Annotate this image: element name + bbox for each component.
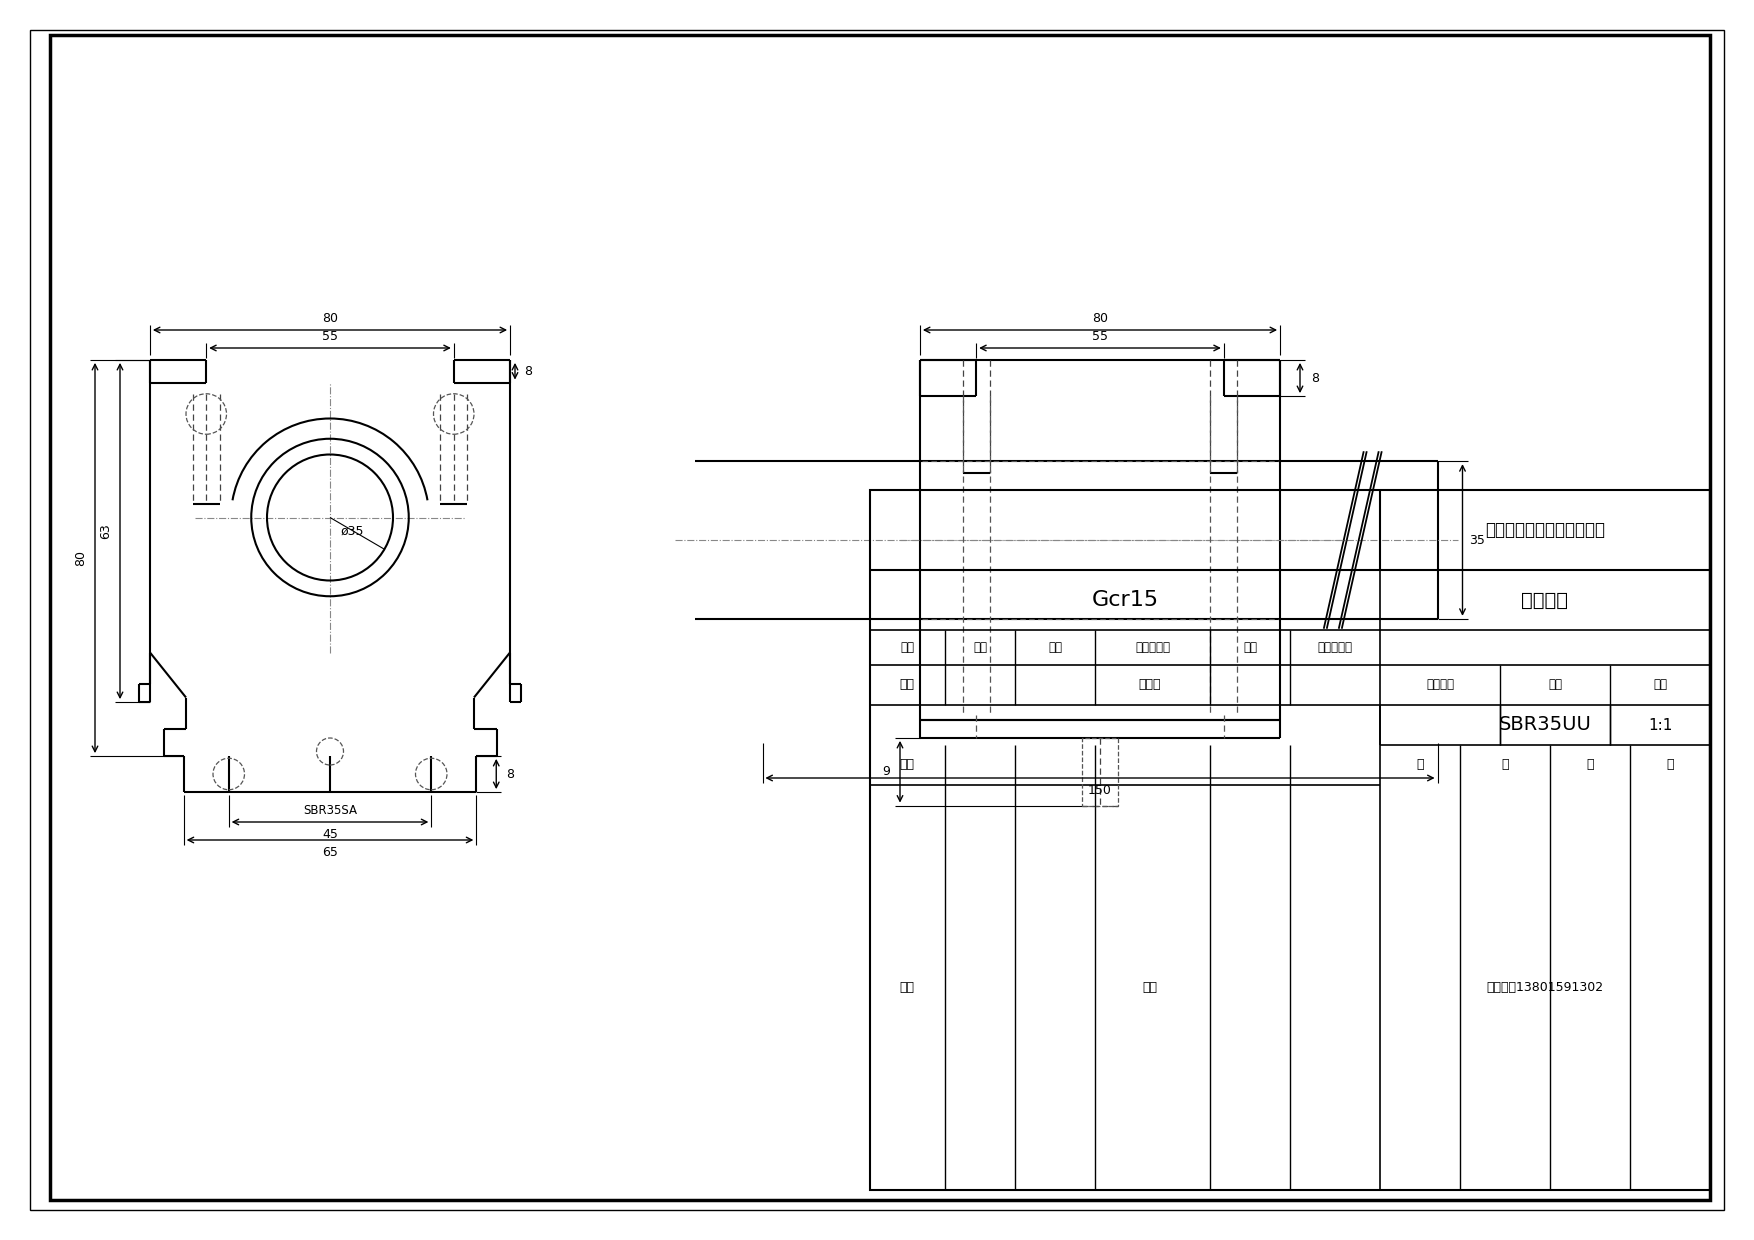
Text: 标准化: 标准化 — [1138, 678, 1161, 692]
Text: 标记: 标记 — [900, 641, 914, 653]
Text: 审核: 审核 — [900, 759, 914, 771]
Text: 分区: 分区 — [1047, 641, 1061, 653]
Text: 55: 55 — [1093, 330, 1109, 342]
Text: 阶段标记: 阶段标记 — [1426, 678, 1454, 692]
Text: 第: 第 — [1586, 759, 1594, 771]
Text: 80: 80 — [1093, 311, 1109, 325]
Text: 签名: 签名 — [1244, 641, 1258, 653]
Text: 65: 65 — [323, 846, 339, 858]
Text: 处数: 处数 — [973, 641, 988, 653]
Text: 张: 张 — [1666, 759, 1673, 771]
Text: 订货电话13801591302: 订货电话13801591302 — [1486, 981, 1603, 994]
Text: 80: 80 — [323, 311, 339, 325]
Text: ø35: ø35 — [340, 525, 365, 537]
Text: 63: 63 — [100, 523, 112, 539]
Text: 1:1: 1:1 — [1647, 718, 1672, 733]
Text: 共: 共 — [1415, 759, 1424, 771]
Text: SBR35SA: SBR35SA — [303, 804, 358, 816]
Text: 年、月、日: 年、月、日 — [1317, 641, 1352, 653]
Text: 批准: 批准 — [1142, 981, 1158, 994]
Text: 南京哈宁轴承制造有限公司: 南京哈宁轴承制造有限公司 — [1486, 521, 1605, 539]
Text: 更改文件号: 更改文件号 — [1135, 641, 1170, 653]
Text: 45: 45 — [323, 827, 339, 841]
Bar — [870, 490, 1710, 1190]
Text: 重量: 重量 — [1549, 678, 1563, 692]
Text: 35: 35 — [1470, 533, 1486, 547]
Bar — [1082, 738, 1117, 806]
Text: 设计: 设计 — [900, 678, 914, 692]
Text: 55: 55 — [323, 330, 339, 342]
Text: Gcr15: Gcr15 — [1091, 590, 1159, 610]
Text: 9: 9 — [882, 765, 889, 779]
Text: 比例: 比例 — [1652, 678, 1666, 692]
Text: 80: 80 — [74, 551, 88, 565]
Text: 8: 8 — [524, 365, 531, 378]
Text: 工艺: 工艺 — [900, 981, 914, 994]
Text: 150: 150 — [1087, 784, 1112, 796]
Text: SBR35UU: SBR35UU — [1498, 715, 1591, 734]
Text: 张: 张 — [1501, 759, 1508, 771]
Text: 8: 8 — [1310, 372, 1319, 384]
Text: 8: 8 — [507, 768, 514, 780]
Text: 直线导轨: 直线导轨 — [1521, 590, 1568, 610]
